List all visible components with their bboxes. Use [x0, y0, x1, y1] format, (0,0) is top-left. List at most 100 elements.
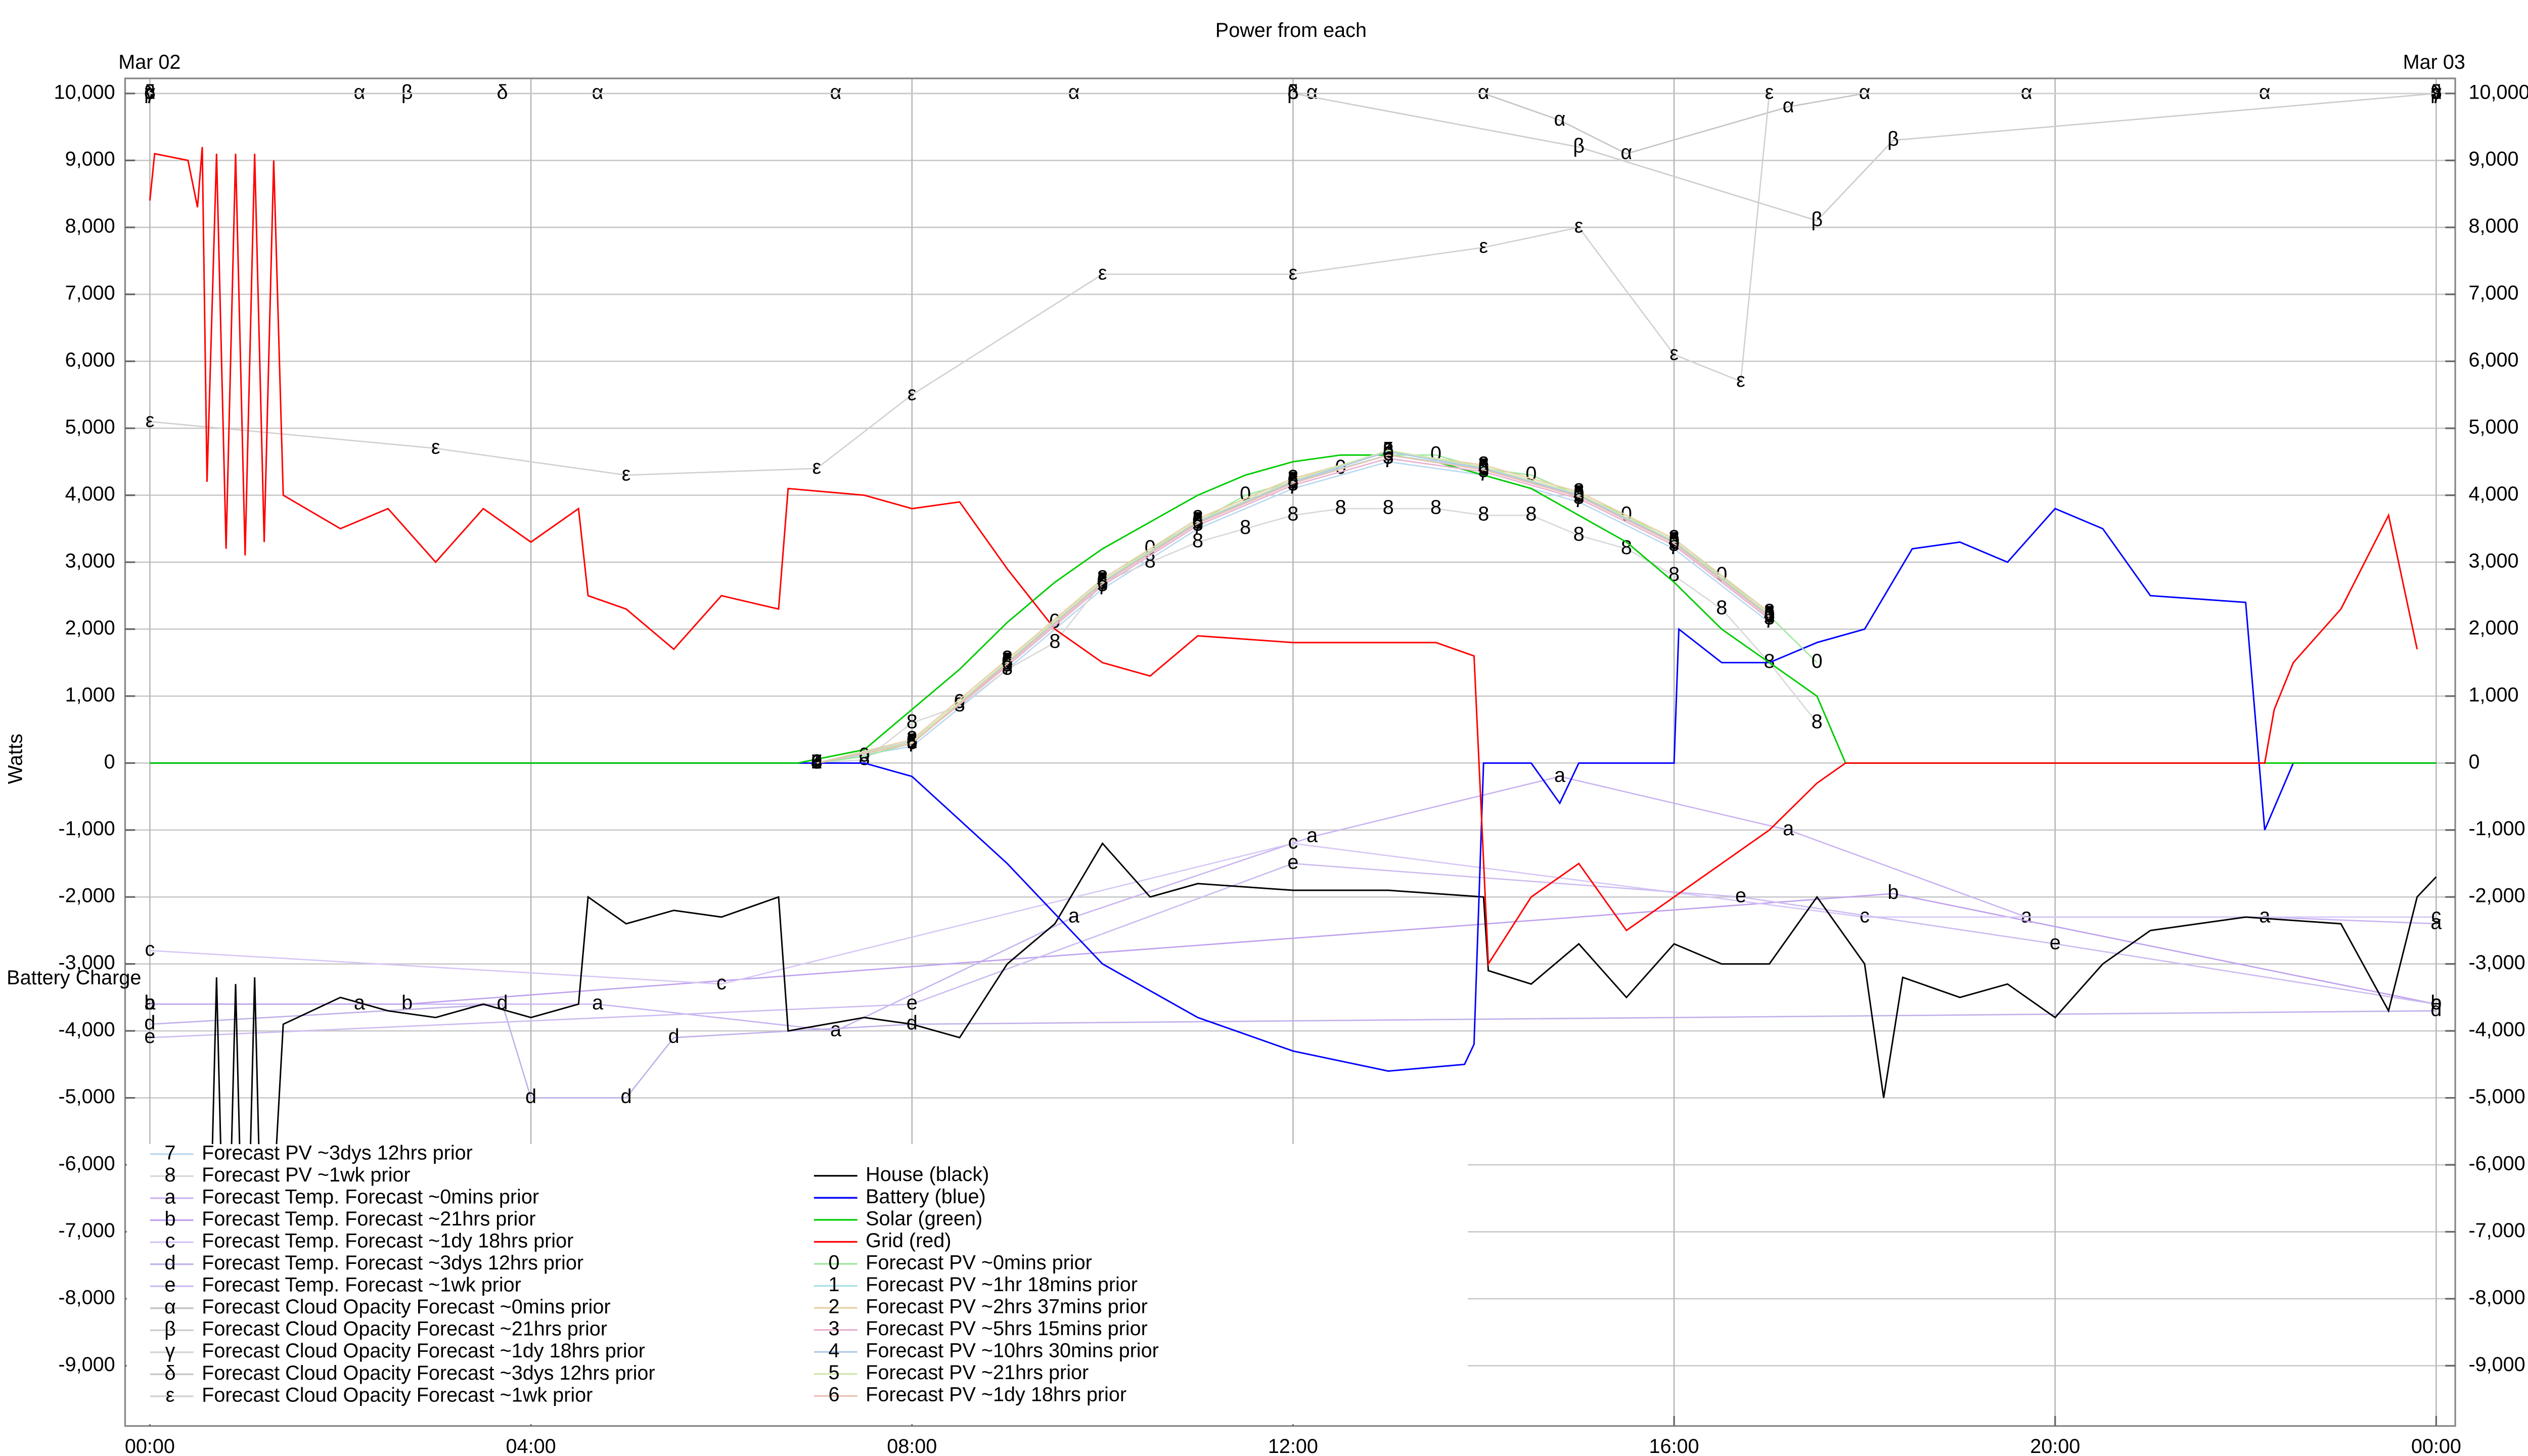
point-marker: a — [1306, 825, 1318, 847]
y2-tick-label: 4,000 — [2468, 483, 2518, 505]
y2-tick-label: 6,000 — [2468, 349, 2518, 371]
y-tick-label: -9,000 — [58, 1353, 115, 1376]
point-marker: c — [1288, 831, 1298, 853]
y2-tick-label: 5,000 — [2468, 416, 2518, 438]
chart-title: Power from each — [1215, 19, 1367, 41]
point-marker: 6 — [1192, 511, 1203, 533]
legend-label: Battery (blue) — [866, 1186, 986, 1208]
point-marker: 5 — [811, 751, 822, 773]
point-marker: ε — [1479, 235, 1488, 257]
point-marker: d — [907, 1012, 918, 1034]
point-marker: α — [2259, 81, 2271, 103]
legend-label: Forecast PV ~1hr 18mins prior — [866, 1273, 1138, 1296]
y-tick-label: -2,000 — [58, 885, 115, 907]
point-marker: 0 — [859, 744, 870, 766]
legend-symbol: a — [164, 1186, 176, 1208]
y-tick-label: -5,000 — [58, 1085, 115, 1108]
y-tick-label: 3,000 — [65, 550, 115, 572]
point-marker: 0 — [1812, 650, 1823, 672]
point-marker: b — [2430, 992, 2442, 1014]
point-marker: a — [830, 1019, 842, 1041]
point-marker: α — [1620, 142, 1632, 164]
point-marker: 8 — [1573, 523, 1585, 545]
point-marker: 6 — [1478, 458, 1489, 480]
point-marker: 6 — [811, 751, 822, 773]
point-marker: 8 — [1383, 496, 1394, 518]
y-tick-label: -1,000 — [58, 817, 115, 840]
point-marker: 5 — [1478, 454, 1489, 477]
series-line — [150, 454, 2436, 764]
series-line — [817, 454, 1770, 764]
point-marker: α — [353, 81, 365, 103]
y-tick-label: 0 — [104, 751, 115, 773]
point-marker: δ — [497, 81, 508, 103]
point-marker: α — [2430, 81, 2442, 103]
legend-symbol: b — [164, 1208, 175, 1230]
legend-symbol: 1 — [828, 1273, 839, 1296]
y-tick-label: 7,000 — [65, 282, 115, 304]
point-marker: α — [1306, 81, 1318, 103]
point-marker: 8 — [1049, 630, 1060, 652]
legend-label: Forecast Cloud Opacity Forecast ~21hrs p… — [202, 1318, 607, 1340]
legend-label: Forecast Cloud Opacity Forecast ~0mins p… — [202, 1296, 610, 1318]
legend-symbol: 7 — [164, 1142, 175, 1164]
point-marker: β — [1887, 128, 1899, 150]
legend-label: Solar (green) — [866, 1207, 982, 1230]
point-marker: ε — [146, 409, 155, 431]
y2-tick-label: -1,000 — [2468, 817, 2525, 840]
point-marker: 3 — [1478, 460, 1489, 482]
point-marker: 0 — [811, 751, 822, 773]
legend-symbol: 4 — [828, 1340, 839, 1362]
point-marker: 4 — [1764, 603, 1775, 625]
x-tick-label: 16:00 — [1649, 1435, 1699, 1456]
legend-label: Forecast PV ~2hrs 37mins prior — [866, 1296, 1148, 1318]
point-marker: β — [2430, 81, 2442, 103]
point-marker: 5 — [1383, 438, 1394, 460]
y2-tick-label: -9,000 — [2468, 1353, 2525, 1376]
point-marker: 8 — [1621, 536, 1632, 559]
y2-tick-label: -4,000 — [2468, 1019, 2525, 1041]
x-tick-label: 20:00 — [2030, 1435, 2080, 1456]
point-marker: 1 — [1764, 603, 1775, 625]
y2-tick-label: -8,000 — [2468, 1286, 2525, 1308]
point-marker: 8 — [811, 751, 822, 773]
point-marker: 6 — [1573, 484, 1585, 507]
point-marker: a — [2259, 904, 2271, 927]
point-marker: 8 — [1478, 503, 1489, 525]
point-marker: e — [1735, 885, 1746, 907]
legend-label: Forecast Cloud Opacity Forecast ~1dy 18h… — [202, 1340, 645, 1362]
series-line — [149, 147, 2418, 967]
point-marker: β — [401, 81, 413, 103]
x-tick-label: 12:00 — [1268, 1435, 1318, 1456]
series-line — [150, 862, 2436, 1038]
legend-symbol: 0 — [828, 1251, 839, 1273]
point-marker: α — [144, 81, 156, 103]
y2-tick-label: 8,000 — [2468, 215, 2518, 237]
y2-tick-label: 2,000 — [2468, 617, 2518, 639]
point-marker: b — [144, 992, 155, 1014]
point-marker: a — [2021, 904, 2033, 927]
y2-tick-label: 0 — [2468, 751, 2479, 773]
point-marker: α — [830, 81, 842, 103]
legend-label: Forecast Temp. Forecast ~21hrs prior — [202, 1208, 535, 1230]
y-tick-label: 9,000 — [65, 148, 115, 170]
point-marker: 1 — [811, 751, 822, 773]
series-line — [817, 451, 1770, 764]
point-marker: 5 — [1764, 602, 1775, 624]
legend-symbol: ε — [166, 1384, 175, 1406]
y-tick-label: 4,000 — [65, 483, 115, 505]
point-marker: b — [401, 992, 413, 1014]
point-marker: ε — [1098, 262, 1107, 284]
legend-label: Forecast Temp. Forecast ~3dys 12hrs prio… — [202, 1252, 583, 1274]
point-marker: γ — [2431, 81, 2442, 103]
point-marker: δ — [1287, 81, 1298, 103]
y2-tick-label: 3,000 — [2468, 550, 2518, 572]
point-marker: 6 — [1764, 605, 1775, 627]
legend-symbol: 5 — [828, 1361, 839, 1384]
point-marker: 8 — [1525, 503, 1537, 525]
point-marker: 6 — [1668, 531, 1680, 553]
point-marker: ε — [622, 463, 631, 485]
y2-tick-label: -7,000 — [2468, 1219, 2525, 1242]
